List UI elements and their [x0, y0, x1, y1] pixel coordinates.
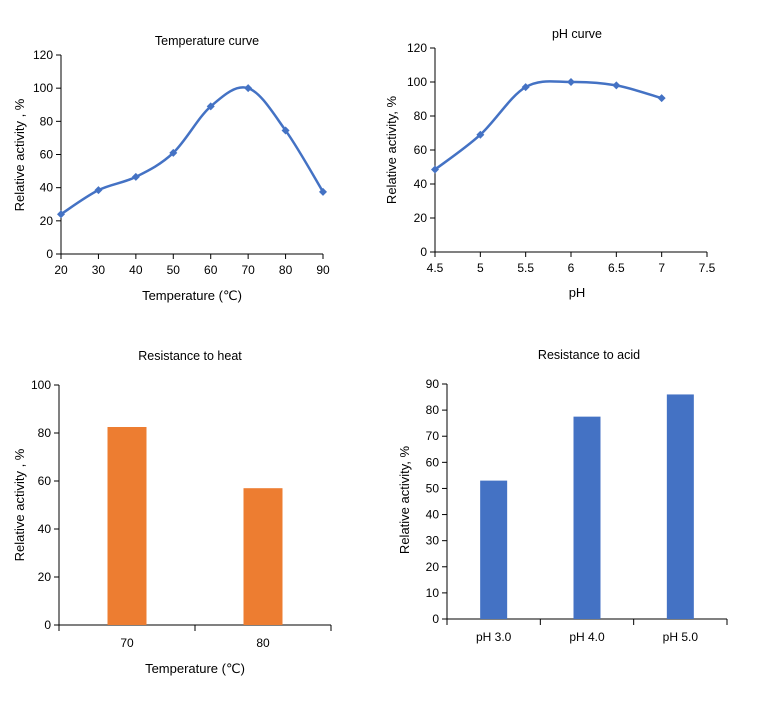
x-axis-label: Temperature (℃) [142, 288, 242, 303]
y-tick-label: 100 [407, 75, 427, 89]
x-tick-label: 7 [658, 261, 665, 275]
x-tick-label: 6 [568, 261, 575, 275]
x-tick-label: 40 [129, 263, 143, 277]
x-tick-label: 20 [54, 263, 68, 277]
data-point-marker [244, 84, 253, 93]
y-tick-label: 0 [44, 618, 51, 632]
y-tick-label: 0 [46, 247, 53, 261]
y-tick-label: 70 [426, 429, 440, 443]
y-tick-label: 40 [426, 508, 440, 522]
data-point-marker [94, 186, 103, 195]
y-tick-label: 60 [38, 474, 52, 488]
y-tick-label: 100 [31, 378, 51, 392]
y-tick-label: 120 [407, 41, 427, 55]
x-tick-label: 70 [241, 263, 255, 277]
x-tick-label: 7.5 [699, 261, 716, 275]
bar [573, 416, 601, 619]
x-tick-label: 5.5 [517, 261, 534, 275]
y-tick-label: 40 [38, 522, 52, 536]
bar [107, 427, 147, 625]
data-point-marker [657, 94, 666, 103]
bar [666, 394, 694, 619]
y-tick-label: 80 [38, 426, 52, 440]
chart-title: pH curve [552, 27, 602, 41]
y-tick-label: 20 [40, 214, 54, 228]
y-axis-label: Relative activity, % [384, 96, 399, 205]
x-tick-label: 70 [120, 636, 134, 650]
data-point-marker [57, 210, 65, 219]
series-line [60, 86, 325, 216]
bar [480, 480, 508, 619]
y-axis-label: Relative activity , % [12, 448, 27, 561]
data-point-marker [521, 83, 530, 92]
heat-chart: Resistance to heat 0 20 40 60 80 100 Relative a… [12, 349, 332, 676]
y-tick-label: 20 [414, 211, 428, 225]
x-tick-label: 80 [256, 636, 270, 650]
x-tick-label: 5 [477, 261, 484, 275]
chart-title: Temperature curve [155, 34, 259, 48]
x-tick-label: 4.5 [427, 261, 444, 275]
y-tick-label: 30 [426, 534, 440, 548]
data-point-marker [206, 102, 215, 111]
y-tick-label: 40 [40, 181, 54, 195]
data-point-marker [281, 126, 290, 135]
y-tick-label: 0 [420, 245, 427, 259]
y-tick-label: 60 [426, 455, 440, 469]
y-tick-label: 120 [33, 48, 53, 62]
y-tick-label: 80 [40, 114, 54, 128]
y-tick-label: 60 [414, 143, 428, 157]
bar [243, 488, 283, 625]
y-tick-label: 40 [414, 177, 428, 191]
x-tick-label: pH 3.0 [476, 630, 512, 644]
y-tick-label: 20 [38, 570, 52, 584]
y-tick-label: 10 [426, 586, 440, 600]
ph-chart: pH curve 0 20 40 60 80 100 120 Relative activity… [384, 27, 716, 300]
data-point-marker [431, 165, 439, 174]
data-point-marker [319, 187, 327, 196]
y-tick-label: 90 [426, 377, 440, 391]
series-line [434, 80, 663, 171]
x-tick-label: pH 5.0 [663, 630, 699, 644]
data-point-marker [131, 172, 140, 181]
x-tick-label: 90 [316, 263, 330, 277]
data-point-marker [567, 78, 575, 86]
data-point-marker [169, 148, 178, 157]
x-axis-label: Temperature (℃) [145, 661, 245, 676]
chart-title: Resistance to acid [538, 348, 640, 362]
y-axis-label: Relative activity, % [397, 446, 412, 555]
x-tick-label: 6.5 [608, 261, 625, 275]
x-tick-label: 60 [204, 263, 218, 277]
data-point-marker [476, 130, 485, 139]
chart-title: Resistance to heat [138, 349, 242, 363]
temp-chart: Temperature curve020406080100120Relative… [12, 34, 330, 303]
y-tick-label: 60 [40, 148, 54, 162]
y-tick-label: 100 [33, 81, 53, 95]
y-tick-label: 20 [426, 560, 440, 574]
x-tick-label: pH 4.0 [569, 630, 605, 644]
x-axis-label: pH [569, 285, 586, 300]
x-tick-label: 80 [279, 263, 293, 277]
y-axis-label: Relative activity , % [12, 98, 27, 211]
x-tick-label: 30 [92, 263, 106, 277]
y-tick-label: 80 [414, 109, 428, 123]
y-tick-label: 0 [432, 612, 439, 626]
data-point-marker [612, 81, 621, 90]
acid-chart: Resistance to acid 0 10 20 30 40 50 60 70 80 90 Rel… [397, 348, 728, 644]
y-tick-label: 80 [426, 403, 440, 417]
x-tick-label: 50 [167, 263, 181, 277]
y-tick-label: 50 [426, 481, 440, 495]
